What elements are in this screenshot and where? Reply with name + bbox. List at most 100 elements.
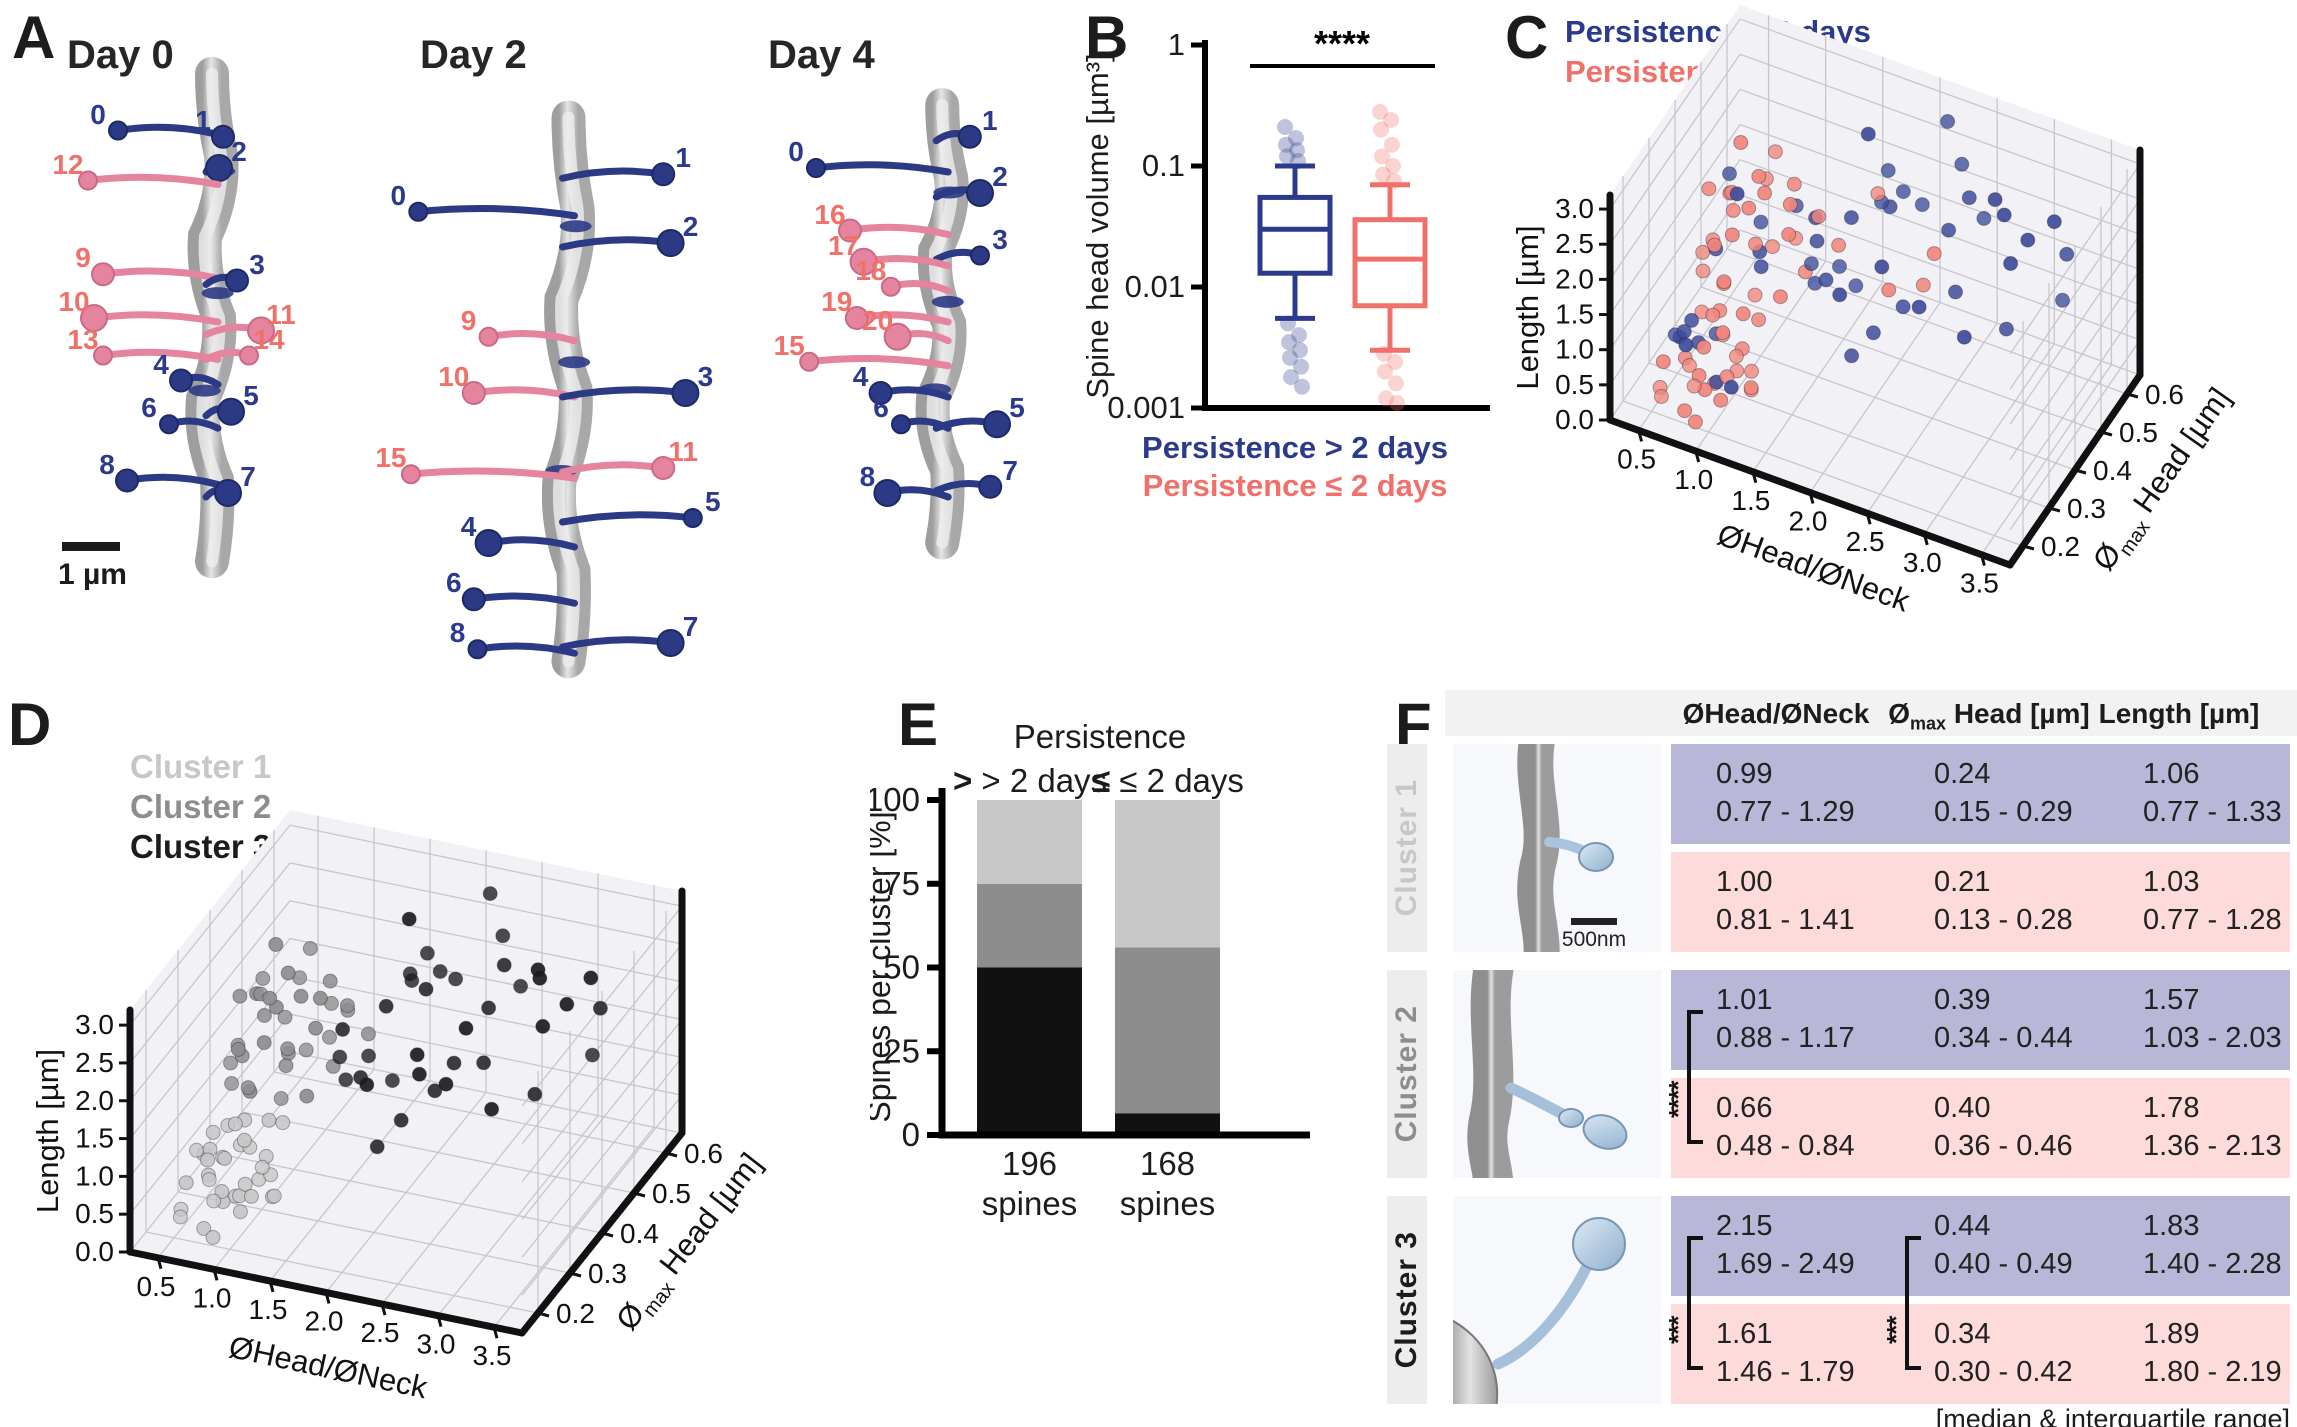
cell-median: 0.21	[1934, 866, 1991, 898]
grid-line	[1609, 53, 1741, 245]
b-outlier-dot	[1292, 342, 1308, 359]
spine-head	[78, 170, 98, 191]
shaft	[1442, 1314, 1499, 1415]
spine-head	[467, 639, 488, 660]
data-point	[1803, 256, 1819, 272]
e-bar-segment-cluster-2	[1115, 947, 1220, 1114]
spine-number-18: 18	[855, 254, 887, 286]
spine-number-3: 3	[697, 360, 714, 392]
data-point	[1743, 380, 1759, 396]
cell-iqr: 0.34 - 0.44	[1934, 1022, 2073, 1054]
grid-line	[1739, 53, 2141, 200]
z-tick-label: 0.5	[1555, 369, 1594, 400]
b-outlier-dot	[1280, 315, 1296, 332]
data-point	[527, 1086, 543, 1102]
spine-number-1: 1	[982, 104, 998, 136]
header-col2-post: Head [µm]	[1946, 698, 2090, 729]
cell-median: 1.57	[2143, 984, 2200, 1016]
spine-head	[957, 124, 982, 149]
data-point	[1728, 348, 1744, 364]
spine-neck	[414, 205, 578, 220]
spine-number-5: 5	[1009, 392, 1025, 424]
spine-head	[169, 368, 193, 393]
grid-line	[289, 900, 683, 983]
data-point	[446, 1055, 462, 1071]
header-col2-sub: max	[1910, 713, 1947, 734]
cell-iqr: 0.88 - 1.17	[1716, 1022, 1855, 1054]
z-tick-label: 0.5	[75, 1198, 114, 1229]
spine-neck	[1492, 1252, 1597, 1370]
scale-bar-500nm-label: 500nm	[1562, 928, 1626, 951]
data-point	[1811, 209, 1827, 224]
b-outlier-dot	[1293, 358, 1309, 375]
grid-line	[1609, 124, 1741, 315]
boxplot-spine-head-volume: Spine head volume [µm³] 1 0.1 0.01 0.001 ****	[1080, 23, 1490, 425]
data-point	[1998, 321, 2014, 337]
cell-iqr: 0.13 - 0.28	[1934, 904, 2073, 936]
z-tick-label: 1.0	[75, 1160, 114, 1191]
data-point	[1684, 312, 1700, 328]
cell-median: 1.00	[1716, 866, 1773, 898]
legend-persistence-gt2days: Persistence > 2 days	[1142, 430, 1448, 465]
grid-line	[129, 862, 291, 1064]
b-outlier-dot	[1387, 353, 1403, 370]
depth-tick-label: 0.3	[588, 1258, 627, 1289]
data-point	[1941, 222, 1957, 238]
table-row-transient: 1.00 0.81 - 1.41 0.21 0.13 - 0.28 1.03 0.77 -…	[1671, 852, 2290, 952]
cell-median: 0.24	[1934, 758, 1991, 790]
cluster-example-image	[1453, 940, 1662, 1208]
grid-line	[2009, 339, 2141, 531]
x-tick-label: 2.5	[361, 1317, 400, 1348]
dendrite-day2-render	[400, 100, 703, 679]
data-point	[178, 1175, 194, 1191]
data-point	[312, 990, 328, 1006]
data-point	[1716, 274, 1732, 290]
x-tick-label: 2.0	[305, 1306, 344, 1337]
b-outlier-dot	[1288, 130, 1304, 147]
spine-number-4: 4	[460, 510, 477, 542]
cell-iqr: 1.80 - 2.19	[2143, 1356, 2282, 1388]
data-point	[1687, 414, 1703, 430]
cell-median: 0.39	[1934, 984, 1991, 1016]
e-bar-segment-cluster-1	[977, 800, 1082, 884]
b-y-tick-label: 1	[1168, 27, 1185, 62]
data-point	[293, 988, 309, 1004]
cluster-name-label: Cluster 1	[1390, 779, 1423, 917]
x-tick	[492, 1326, 499, 1339]
grid-line	[241, 1111, 635, 1194]
depth-tick	[601, 1231, 614, 1238]
day2-title: Day 2	[420, 33, 527, 77]
e-y-tick-label: 100	[870, 781, 920, 818]
cluster-3-spine-render	[1442, 1217, 1626, 1415]
spine-head	[205, 154, 233, 182]
spine-head	[656, 229, 685, 257]
b-outlier-dot	[1289, 142, 1305, 159]
cell-median: 1.61	[1716, 1318, 1773, 1350]
depth-tick-label: 0.2	[556, 1298, 595, 1329]
cell-iqr: 0.77 - 1.28	[2143, 904, 2282, 936]
cluster-example-image	[1442, 1196, 1662, 1415]
grid-line	[129, 900, 291, 1102]
data-point	[1831, 237, 1847, 253]
x-axis-label: ØHead/ØNeck	[226, 1329, 431, 1405]
b-outlier-dot	[1372, 103, 1388, 120]
data-point	[200, 1152, 216, 1168]
spine-neck	[559, 511, 697, 526]
cluster-name-label: Cluster 2	[1390, 1005, 1423, 1143]
data-point	[237, 1176, 253, 1192]
data-point	[1865, 325, 1881, 341]
data-point	[232, 1204, 248, 1220]
data-point	[1786, 176, 1802, 192]
spine-number-7: 7	[682, 610, 699, 642]
data-point	[240, 1080, 256, 1096]
cell-iqr: 0.30 - 0.42	[1934, 1356, 2073, 1388]
spine-head	[883, 322, 912, 351]
data-point	[2046, 214, 2062, 230]
grid-line	[289, 1051, 683, 1134]
data-point	[532, 970, 548, 986]
grid-line	[273, 1071, 667, 1154]
spine-number-4: 4	[852, 360, 869, 392]
data-point	[223, 1055, 239, 1071]
spine-number-0: 0	[90, 98, 106, 130]
spine-number-2: 2	[231, 135, 247, 167]
